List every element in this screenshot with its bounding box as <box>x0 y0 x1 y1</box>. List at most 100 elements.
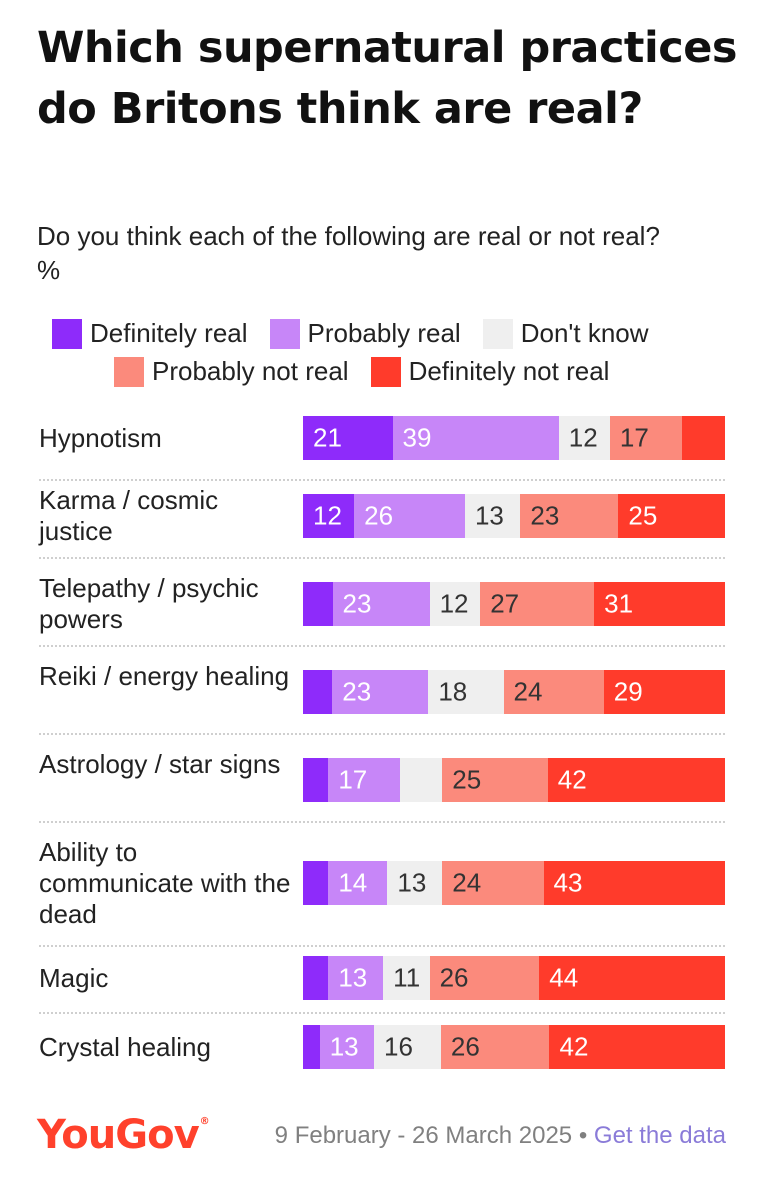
bar-segment-probably-real: 13 <box>328 956 384 1000</box>
legend-item-definitely-not-real: Definitely not real <box>370 356 610 387</box>
bar-segment-definitely-not-real: 25 <box>618 494 725 538</box>
legend-swatch-probably-not-real <box>114 356 144 387</box>
bar-row: 12 26 13 23 25 <box>303 494 725 538</box>
data-label: 23 <box>530 500 560 531</box>
footer: YouGov® 9 February - 26 March 2025 • Get… <box>0 1110 763 1160</box>
legend-row-2: Probably not real Definitely not real <box>114 356 631 387</box>
data-label: 12 <box>439 588 469 619</box>
data-label: 42 <box>559 1031 589 1062</box>
bar-row: 17 25 42 <box>303 758 725 802</box>
bar-segment-definitely-not-real: 43 <box>543 861 725 905</box>
data-label: 17 <box>338 764 368 795</box>
bar-segment-probably-real: 23 <box>332 582 430 626</box>
bar-segment-definitely-not-real <box>682 416 725 460</box>
legend-item-definitely-real: Definitely real <box>52 318 248 349</box>
data-label: 14 <box>338 867 368 898</box>
stacked-bar-chart: Hypnotism 21 39 12 17 Karma / cosmic justice 1… <box>0 400 763 1080</box>
data-label: 17 <box>619 422 649 453</box>
bar-segment-dont-know: 12 <box>558 416 610 460</box>
bar-segment-dont-know: 13 <box>464 494 521 538</box>
data-label: 44 <box>549 962 579 993</box>
get-data-link[interactable]: Get the data <box>593 1122 726 1149</box>
bar-segment-dont-know: 12 <box>429 582 481 626</box>
logo-text: YouGov <box>37 1112 200 1158</box>
data-label: 25 <box>628 500 658 531</box>
row-label: Telepathy / psychic powers <box>39 573 259 634</box>
unit-label: % <box>37 255 61 285</box>
logo-registered-mark: ® <box>199 1116 210 1127</box>
row-divider <box>39 945 725 947</box>
bar-segment-probably-real: 13 <box>319 1025 375 1069</box>
bar-segment-dont-know: 13 <box>387 861 443 905</box>
row-label: Hypnotism <box>39 422 162 453</box>
bar-segment-probably-not-real: 27 <box>480 582 595 626</box>
data-label: 24 <box>452 867 482 898</box>
data-label: 43 <box>553 867 583 898</box>
legend-swatch-definitely-real <box>52 318 82 349</box>
row-divider <box>39 821 725 823</box>
legend-item-probably-not-real: Probably not real <box>114 356 349 387</box>
legend-label-definitely-not-real: Definitely not real <box>408 356 610 386</box>
yougov-logo[interactable]: YouGov® <box>37 1112 210 1158</box>
data-label: 11 <box>393 962 421 993</box>
data-label: 18 <box>438 676 468 707</box>
chart-subtitle: Do you think each of the following are r… <box>37 221 660 251</box>
row-divider <box>39 557 725 559</box>
data-label: 13 <box>338 962 368 993</box>
bar-segment-probably-not-real: 17 <box>609 416 683 460</box>
legend-item-dont-know: Don't know <box>482 318 649 349</box>
bar-segment-dont-know <box>400 758 443 802</box>
data-label: 23 <box>342 588 372 619</box>
footer-separator: • <box>578 1122 588 1149</box>
bar-segment-definitely-real <box>303 861 329 905</box>
bar-segment-definitely-real: 12 <box>303 494 355 538</box>
legend-swatch-dont-know <box>482 318 513 349</box>
bar-row: 21 39 12 17 <box>303 416 725 460</box>
row-divider <box>39 645 725 647</box>
data-label: 23 <box>342 676 372 707</box>
data-label: 29 <box>613 676 643 707</box>
legend-label-dont-know: Don't know <box>520 318 649 348</box>
bar-row: 23 12 27 31 <box>303 582 725 626</box>
data-label: 12 <box>568 422 598 453</box>
data-label: 39 <box>402 422 432 453</box>
bar-segment-probably-not-real: 26 <box>440 1025 550 1069</box>
bar-segment-probably-not-real: 25 <box>442 758 548 802</box>
legend-swatch-definitely-not-real <box>370 356 401 387</box>
bar-row: 13 16 26 42 <box>303 1025 725 1069</box>
data-label: 31 <box>604 588 634 619</box>
legend-item-probably-real: Probably real <box>269 318 461 349</box>
bar-segment-definitely-real <box>303 670 333 714</box>
bar-row: 14 13 24 43 <box>303 861 725 905</box>
legend-row-1: Definitely real Probably real Don't know <box>52 318 671 349</box>
bar-segment-definitely-real: 21 <box>303 416 393 460</box>
data-label: 25 <box>452 764 482 795</box>
bar-segment-definitely-not-real: 44 <box>539 956 725 1000</box>
data-label: 26 <box>439 962 469 993</box>
row-label: Karma / cosmic justice <box>39 485 219 546</box>
legend-label-probably-not-real: Probably not real <box>152 356 349 386</box>
legend-label-probably-real: Probably real <box>307 318 461 348</box>
chart-title: Which supernatural practices do Britons … <box>37 23 737 134</box>
bar-segment-probably-real: 14 <box>328 861 388 905</box>
data-label: 27 <box>490 588 520 619</box>
row-label: Reiki / energy healing <box>39 661 290 691</box>
bar-segment-definitely-real <box>303 582 333 626</box>
data-label: 16 <box>384 1031 413 1062</box>
date-range: 9 February - 26 March 2025 <box>274 1122 573 1149</box>
bar-segment-probably-not-real: 26 <box>429 956 540 1000</box>
bar-segment-definitely-real <box>303 758 329 802</box>
legend-label-definitely-real: Definitely real <box>90 318 248 348</box>
data-label: 21 <box>313 422 342 453</box>
bar-segment-definitely-not-real: 29 <box>603 670 725 714</box>
bar-segment-probably-not-real: 23 <box>520 494 619 538</box>
data-label: 13 <box>397 867 427 898</box>
bar-segment-probably-not-real: 24 <box>442 861 544 905</box>
data-label: 13 <box>329 1031 359 1062</box>
bar-segment-probably-real: 39 <box>392 416 559 460</box>
bar-segment-definitely-real <box>303 1025 320 1069</box>
bar-segment-dont-know: 16 <box>374 1025 441 1069</box>
bar-segment-probably-real: 23 <box>332 670 429 714</box>
bar-segment-dont-know: 18 <box>428 670 504 714</box>
data-label: 26 <box>364 500 394 531</box>
